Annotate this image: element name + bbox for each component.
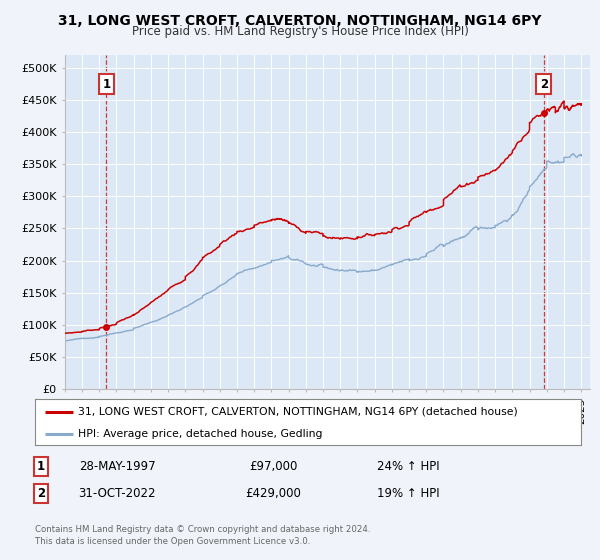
Text: 1: 1 [37, 460, 45, 473]
Text: £97,000: £97,000 [249, 460, 297, 473]
Text: 31, LONG WEST CROFT, CALVERTON, NOTTINGHAM, NG14 6PY: 31, LONG WEST CROFT, CALVERTON, NOTTINGH… [58, 14, 542, 28]
Text: Contains HM Land Registry data © Crown copyright and database right 2024.
This d: Contains HM Land Registry data © Crown c… [35, 525, 370, 546]
Text: 19% ↑ HPI: 19% ↑ HPI [377, 487, 439, 501]
Text: 1: 1 [102, 78, 110, 91]
Text: 31, LONG WEST CROFT, CALVERTON, NOTTINGHAM, NG14 6PY (detached house): 31, LONG WEST CROFT, CALVERTON, NOTTINGH… [79, 407, 518, 417]
Text: £429,000: £429,000 [245, 487, 301, 501]
Text: 2: 2 [37, 487, 45, 501]
Text: 24% ↑ HPI: 24% ↑ HPI [377, 460, 439, 473]
Text: 28-MAY-1997: 28-MAY-1997 [79, 460, 155, 473]
Text: Price paid vs. HM Land Registry's House Price Index (HPI): Price paid vs. HM Land Registry's House … [131, 25, 469, 38]
Text: HPI: Average price, detached house, Gedling: HPI: Average price, detached house, Gedl… [79, 429, 323, 438]
Text: 2: 2 [540, 78, 548, 91]
Text: 31-OCT-2022: 31-OCT-2022 [78, 487, 156, 501]
